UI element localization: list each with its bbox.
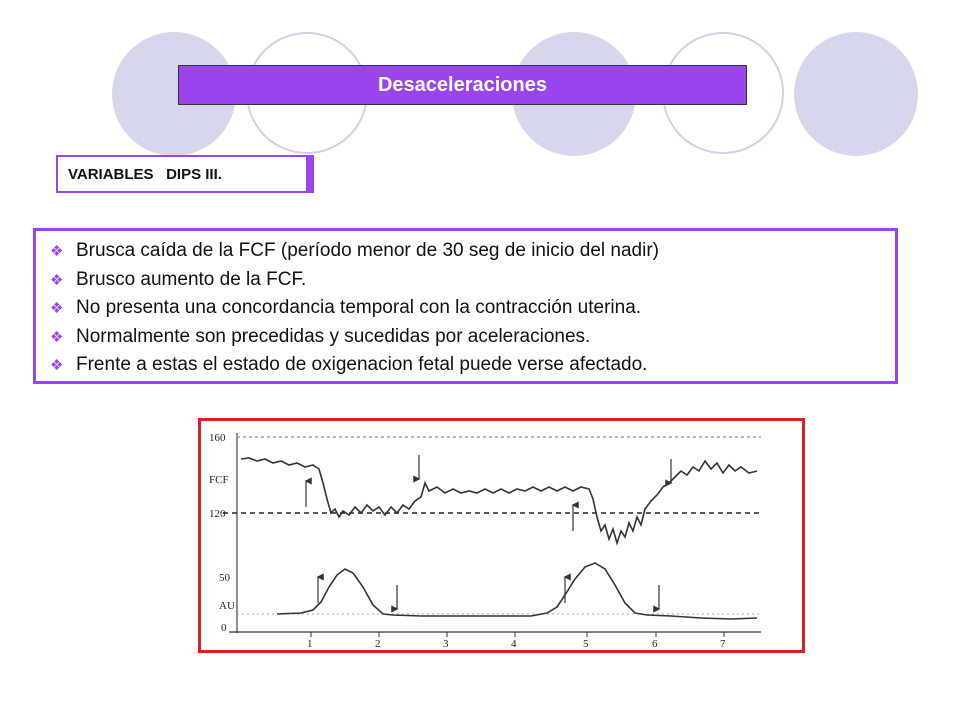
x-tick-label: 3: [443, 638, 449, 650]
y-label-mid: FCF: [209, 474, 229, 486]
diamond-cluster-icon: ❖: [50, 357, 64, 375]
diamond-cluster-icon: ❖: [50, 328, 64, 346]
page-title: Desaceleraciones: [178, 65, 747, 105]
au-label-base: 0: [221, 622, 227, 634]
decorative-circle: [794, 32, 918, 156]
y-label-top: 160: [209, 432, 226, 444]
x-tick-label: 1: [307, 638, 313, 650]
x-tick-label: 4: [511, 638, 517, 650]
x-tick-label: 6: [652, 638, 658, 650]
list-item-text: Frente a estas el estado de oxigenacion …: [76, 354, 648, 376]
list-item-text: Brusco aumento de la FCF.: [76, 268, 307, 290]
ctg-trace-image: 160 FCF 120 50 AU 0 1 2 3: [209, 432, 761, 650]
au-label-mid: AU: [219, 600, 235, 612]
x-tick-group: 1 2 3 4 5 6 7: [307, 632, 726, 650]
cardiotocography-figure: 160 FCF 120 50 AU 0 1 2 3: [198, 418, 805, 653]
list-item-text: Normalmente son precedidas y sucedidas p…: [76, 325, 591, 347]
x-tick-label: 5: [583, 638, 589, 650]
diamond-cluster-icon: ❖: [50, 271, 64, 289]
au-label-top: 50: [219, 572, 231, 584]
section-label: VARIABLES DIPS III.: [56, 155, 314, 193]
x-tick-label: 2: [375, 638, 381, 650]
bullet-list: ❖ Brusca caída de la FCF (período menor …: [33, 228, 898, 384]
list-item: ❖ Normalmente son precedidas y sucedidas…: [50, 323, 895, 352]
fhr-trace: [240, 457, 758, 546]
list-item-text: Brusca caída de la FCF (período menor de…: [76, 240, 659, 262]
list-item: ❖ Brusca caída de la FCF (período menor …: [50, 237, 895, 266]
x-tick-label: 7: [720, 638, 726, 650]
diamond-cluster-icon: ❖: [50, 243, 64, 261]
diamond-cluster-icon: ❖: [50, 300, 64, 318]
list-item: ❖ Frente a estas el estado de oxigenacio…: [50, 351, 895, 380]
list-item: ❖ No presenta una concordancia temporal …: [50, 294, 895, 323]
y-label-base: 120: [209, 508, 226, 520]
section-label-text: VARIABLES DIPS III.: [68, 165, 222, 183]
list-item: ❖ Brusco aumento de la FCF.: [50, 266, 895, 295]
ua-trace: [276, 562, 758, 620]
list-item-text: No presenta una concordancia temporal co…: [76, 297, 642, 319]
